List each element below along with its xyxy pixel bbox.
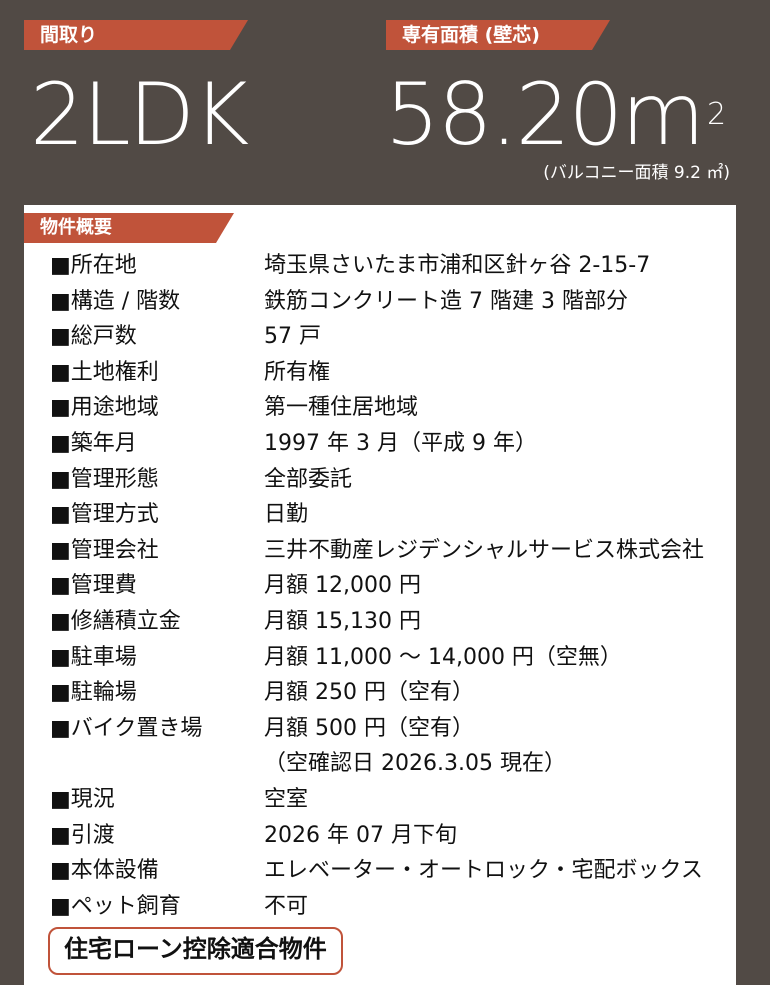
layout-label-tag: 間取り (24, 20, 248, 50)
row-value: エレベーター・オートロック・宅配ボックス (264, 858, 703, 884)
overview-row: ■所在地 埼玉県さいたま市浦和区針ヶ谷 2-15-7 (50, 249, 650, 283)
overview-row: ■土地権利 所有権 (50, 356, 330, 390)
row-value: 月額 500 円（空有） (264, 715, 474, 741)
row-value: 月額 15,130 円 (264, 609, 421, 634)
row-value: 57 戸 (264, 324, 321, 350)
overview-row: ■管理費 月額 12,000 円 (50, 569, 421, 603)
row-label: ■バイク置き場 (50, 715, 203, 741)
overview-row: ■現況 空室 (50, 783, 308, 817)
row-value: 1997 年 3 月（平成 9 年） (264, 431, 537, 456)
area-number: 58.20m (385, 65, 705, 165)
overview-row: ■管理方式 日勤 (50, 498, 308, 532)
row-label: ■管理費 (50, 573, 137, 599)
balcony-area: (バルコニー面積 9.2 ㎡) (543, 163, 730, 183)
row-label: ■築年月 (50, 431, 137, 456)
row-label: ■管理会社 (50, 537, 159, 563)
row-value: 空室 (264, 787, 309, 812)
area-value: 58.20m 2 (385, 72, 726, 158)
overview-row: ■管理形態 全部委託 (50, 463, 352, 497)
row-label: ■構造 / 階数 (50, 288, 181, 314)
overview-row: ■バイク置き場 月額 500 円（空有） (50, 712, 474, 746)
row-value: 三井不動産レジデンシャルサービス株式会社 (264, 537, 705, 563)
overview-row: ■構造 / 階数 鉄筋コンクリート造 7 階建 3 階部分 (50, 285, 628, 319)
overview-row: ■引渡 2026 年 07 月下旬 (50, 819, 457, 853)
row-value: 不可 (264, 893, 309, 919)
row-value: 埼玉県さいたま市浦和区針ヶ谷 2-15-7 (264, 253, 651, 278)
row-label: ■現況 (50, 787, 115, 812)
overview-row: ■駐輪場 月額 250 円（空有） (50, 676, 474, 710)
overview-row: ■修繕積立金 月額 15,130 円 (50, 605, 421, 639)
row-label: ■所在地 (50, 253, 137, 278)
row-value: 月額 12,000 円 (264, 573, 421, 599)
row-label: ■用途地域 (50, 395, 159, 421)
overview-row: ■築年月 1997 年 3 月（平成 9 年） (50, 427, 537, 461)
row-label: ■駐輪場 (50, 680, 137, 706)
row-value: 全部委託 (264, 466, 353, 492)
area-unit-superscript: 2 (706, 97, 727, 132)
overview-row: ■総戸数 57 戸 (50, 320, 321, 354)
row-label: ■総戸数 (50, 324, 137, 350)
row-value: 第一種住居地域 (264, 395, 419, 421)
row-label: ■管理方式 (50, 502, 159, 528)
row-value: 鉄筋コンクリート造 7 階建 3 階部分 (264, 288, 628, 314)
property-overview-panel: 物件概要 ■所在地 埼玉県さいたま市浦和区針ヶ谷 2-15-7 ■構造 / 階数 鉄筋… (24, 205, 736, 985)
row-value: 2026 年 07 月下旬 (264, 822, 457, 848)
row-label: ■引渡 (50, 822, 115, 848)
row-value: 日勤 (264, 502, 309, 528)
row-label: ■駐車場 (50, 644, 137, 670)
loan-deduction-badge: 住宅ローン控除適合物件 (48, 927, 343, 975)
area-label-tag: 専有面積 (壁芯) (386, 20, 610, 50)
layout-value: 2LDK (30, 65, 249, 165)
overview-title-tag: 物件概要 (24, 213, 234, 243)
row-label: ■土地権利 (50, 359, 159, 385)
row-label: ■修繕積立金 (50, 609, 181, 634)
row-value: （空確認日 2026.3.05 現在） (264, 751, 566, 777)
row-value: 所有権 (264, 359, 331, 385)
overview-row: ■管理会社 三井不動産レジデンシャルサービス株式会社 (50, 534, 704, 568)
row-value: 月額 11,000 ～ 14,000 円（空無） (264, 644, 622, 670)
overview-row: ■用途地域 第一種住居地域 (50, 391, 418, 425)
row-label: ■本体設備 (50, 858, 159, 884)
row-label: ■管理形態 (50, 466, 159, 492)
row-label: ■ペット飼育 (50, 893, 181, 919)
overview-row: ■本体設備 エレベーター・オートロック・宅配ボックス (50, 854, 703, 888)
row-value: 月額 250 円（空有） (264, 680, 474, 706)
overview-row: ■駐車場 月額 11,000 ～ 14,000 円（空無） (50, 641, 622, 675)
overview-row: （空確認日 2026.3.05 現在） (50, 747, 566, 781)
overview-row: ■ペット飼育 不可 (50, 890, 308, 924)
